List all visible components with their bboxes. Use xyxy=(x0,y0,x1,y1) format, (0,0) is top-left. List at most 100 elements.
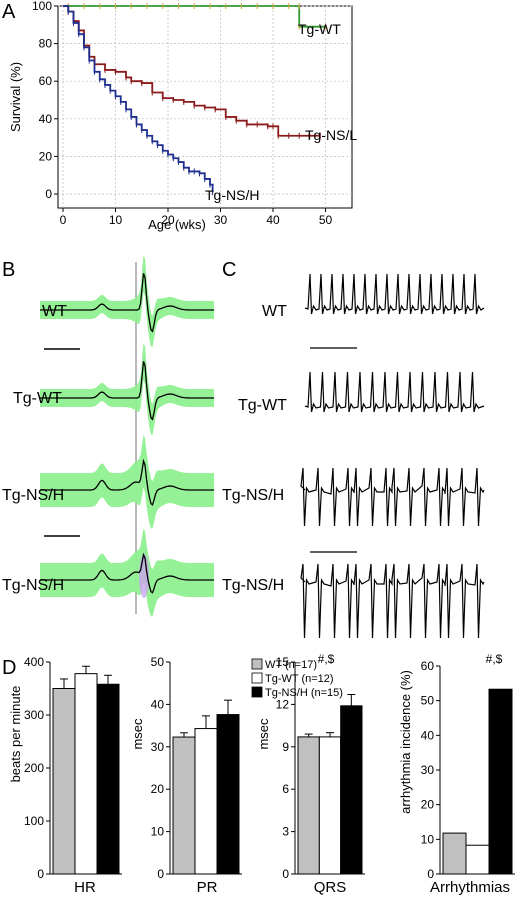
arr-ytick-label: 20 xyxy=(421,798,435,812)
qrs-ytick-label: 0 xyxy=(282,867,289,881)
hr-bar-0 xyxy=(52,688,76,875)
ecg-b-traces xyxy=(40,255,214,617)
ecg-c-label-tg-nsh-2: Tg-NS/H xyxy=(222,577,284,594)
ecg-b-label-tg-nsh-1: Tg-NS/H xyxy=(2,487,64,504)
hr-ylabel: beats per minute xyxy=(8,686,23,783)
arr-ylabel: arrhythmia incidence (%) xyxy=(398,670,413,814)
legend-swatch-tg-wt xyxy=(251,672,263,684)
hr-ytick-label: 300 xyxy=(24,708,44,722)
ecg-c-label-tg-nsh-1: Tg-NS/H xyxy=(222,487,284,504)
arr-annotation: #,$ xyxy=(486,652,503,666)
arr-ytick-label: 0 xyxy=(427,867,434,881)
ecg-b-mean-trace xyxy=(40,273,214,333)
hr-ytick-label: 400 xyxy=(24,655,44,669)
series-label-tg-nsl: Tg-NS/L xyxy=(305,127,357,143)
survival-ytick-label: 40 xyxy=(39,112,53,126)
series-label-tg-nsh: Tg-NS/H xyxy=(205,187,259,203)
ecg-b-mean-trace xyxy=(40,458,214,506)
qrs-bar-2 xyxy=(340,705,363,875)
arr-xlabel: Arrhythmias xyxy=(430,879,510,896)
qrs-ytick-label: 3 xyxy=(282,825,289,839)
arr-bar-1 xyxy=(465,844,490,875)
ecg-b-label-tg-nsh-2: Tg-NS/H xyxy=(2,577,64,594)
bar-charts: 0 100 200 300 400 0 10 20 30 40 50 0 3 6 9 12 15 0 10 20 30 4… xyxy=(24,655,515,881)
panel-label-d: D xyxy=(2,657,16,679)
survival-ytick-label: 80 xyxy=(39,37,53,51)
legend-label-wt: WT (n=17) xyxy=(265,659,317,671)
survival-xlabel: Age (wks) xyxy=(148,217,206,232)
qrs-xlabel: QRS xyxy=(314,879,347,896)
qrs-bar-1 xyxy=(318,736,342,875)
ecg-c-label-wt: WT xyxy=(262,303,287,320)
survival-ytick-label: 60 xyxy=(39,74,53,88)
survival-series xyxy=(63,3,326,196)
qrs-annotation: #,$ xyxy=(318,652,335,666)
hr-ytick-label: 100 xyxy=(24,814,44,828)
arr-bar-2 xyxy=(488,688,513,875)
arr-ytick-label: 60 xyxy=(421,659,435,673)
pr-xlabel: PR xyxy=(197,879,218,896)
hr-xlabel: HR xyxy=(74,879,96,896)
qrs-ytick-label: 9 xyxy=(282,740,289,754)
survival-xtick-label: 40 xyxy=(266,213,280,227)
legend-swatch-tg-nsh xyxy=(251,686,263,698)
ecg-b-mean-trace xyxy=(40,552,214,594)
pr-ytick-label: 0 xyxy=(157,867,164,881)
hr-bar-1 xyxy=(74,673,98,875)
pr-ytick-label: 50 xyxy=(151,655,165,669)
ecg-b-variance-band xyxy=(40,528,214,617)
arr-ytick-label: 40 xyxy=(421,728,435,742)
arr-ytick-label: 30 xyxy=(421,763,435,777)
survival-ytick-label: 0 xyxy=(45,187,52,201)
survival-xtick-label: 10 xyxy=(109,213,123,227)
hr-bar-2 xyxy=(96,683,120,875)
survival-plot: 0 20 40 60 80 100 0 10 20 30 40 50 xyxy=(32,0,353,227)
survival-xtick-label: 30 xyxy=(214,213,228,227)
ecg-c-trace xyxy=(304,371,485,413)
pr-bar-0 xyxy=(172,736,196,875)
panel-label-b: B xyxy=(2,259,15,281)
pr-ytick-label: 40 xyxy=(151,697,165,711)
qrs-ytick-label: 12 xyxy=(276,697,290,711)
survival-xtick-label: 0 xyxy=(60,213,67,227)
panel-label-c: C xyxy=(222,259,236,281)
survival-ytick-label: 100 xyxy=(32,0,52,13)
pr-ytick-label: 30 xyxy=(151,740,165,754)
survival-grid xyxy=(58,5,352,208)
arr-bar-0 xyxy=(442,832,467,875)
bar-legend: WT (n=17) Tg-WT (n=12) Tg-NS/H (n=15) xyxy=(251,658,343,699)
survival-line-tg-wt xyxy=(63,5,326,28)
hr-ytick-label: 0 xyxy=(37,867,44,881)
panel-label-a: A xyxy=(2,1,16,23)
ecg-c-label-tg-wt: Tg-WT xyxy=(238,397,287,414)
legend-label-tg-wt: Tg-WT (n=12) xyxy=(265,673,334,685)
pr-bar-1 xyxy=(194,728,218,875)
survival-ylabel: Survival (%) xyxy=(8,62,23,132)
pr-ytick-label: 20 xyxy=(151,782,165,796)
survival-xtick-label: 20 xyxy=(161,213,175,227)
ecg-c-traces xyxy=(300,273,485,639)
arr-ytick-label: 10 xyxy=(421,832,435,846)
pr-ytick-label: 10 xyxy=(151,825,165,839)
hr-ytick-label: 200 xyxy=(24,761,44,775)
ecg-b-variance-band xyxy=(40,434,214,529)
pr-ylabel: msec xyxy=(130,718,145,750)
ecg-c-trace xyxy=(304,273,485,315)
pr-bar-2 xyxy=(216,714,240,875)
qrs-ytick-label: 15 xyxy=(276,655,290,669)
qrs-bar-0 xyxy=(297,736,320,875)
ecg-b-mean-trace xyxy=(40,361,214,421)
ecg-b-variance-band xyxy=(40,343,214,435)
legend-swatch-wt xyxy=(251,658,263,670)
ecg-c-trace xyxy=(300,563,485,639)
survival-ticks: 0 20 40 60 80 100 0 10 20 30 40 50 xyxy=(32,0,333,227)
survival-xtick-label: 50 xyxy=(319,213,333,227)
qrs-ylabel: msec xyxy=(256,718,271,750)
survival-ytick-label: 20 xyxy=(39,149,53,163)
ecg-b-label-wt: WT xyxy=(42,303,67,320)
legend-label-tg-nsh: Tg-NS/H (n=15) xyxy=(265,687,343,699)
ecg-b-variance-band xyxy=(40,255,214,347)
arr-ytick-label: 50 xyxy=(421,694,435,708)
series-label-tg-wt: Tg-WT xyxy=(298,21,341,37)
